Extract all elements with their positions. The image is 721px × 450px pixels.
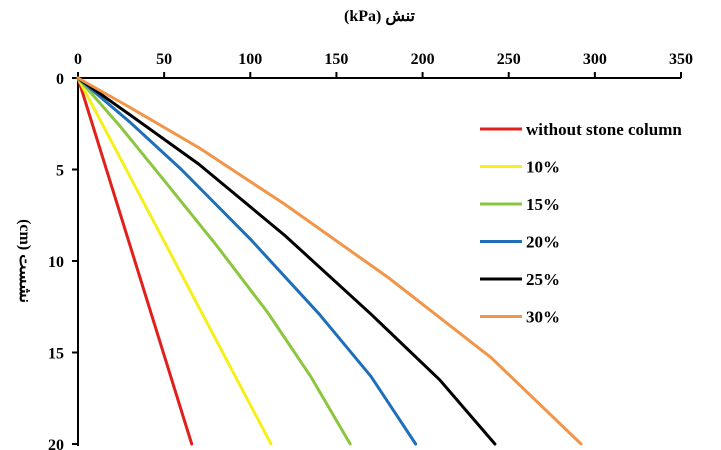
y-axis-title: نشست (cm) (16, 219, 33, 303)
series-line (76, 76, 273, 446)
legend: without stone column 10% 15% 20% 25% 30% (480, 120, 682, 327)
legend-label: without stone column (526, 120, 682, 139)
x-axis-title: تنش (kPa) (344, 8, 416, 26)
series-line (76, 76, 352, 446)
x-tick-label: 100 (238, 51, 262, 68)
series-line (76, 76, 583, 446)
x-tick-label: 300 (583, 51, 607, 68)
legend-label: 20% (526, 233, 560, 252)
legend-label: 15% (526, 195, 560, 214)
y-tick-label: 10 (48, 254, 64, 271)
legend-label: 25% (526, 270, 560, 289)
x-tick-label: 200 (411, 51, 435, 68)
y-tick-label: 20 (48, 437, 64, 450)
y-tick-label: 0 (56, 71, 64, 88)
y-tick-label: 15 (48, 346, 64, 363)
x-tick-label: 350 (669, 51, 693, 68)
legend-label: 30% (526, 308, 560, 327)
series-lines (76, 76, 583, 446)
x-tick-label: 150 (324, 51, 348, 68)
legend-label: 10% (526, 158, 560, 177)
series-line (76, 76, 418, 446)
y-axis-ticks: 0 5 10 15 20 (48, 71, 78, 450)
x-axis-ticks: 0 50 100 150 200 250 300 350 (74, 51, 693, 78)
x-tick-label: 50 (156, 51, 172, 68)
x-tick-label: 250 (497, 51, 521, 68)
series-line (76, 76, 194, 446)
y-tick-label: 5 (56, 163, 64, 180)
x-tick-label: 0 (74, 51, 82, 68)
series-line (76, 76, 497, 446)
